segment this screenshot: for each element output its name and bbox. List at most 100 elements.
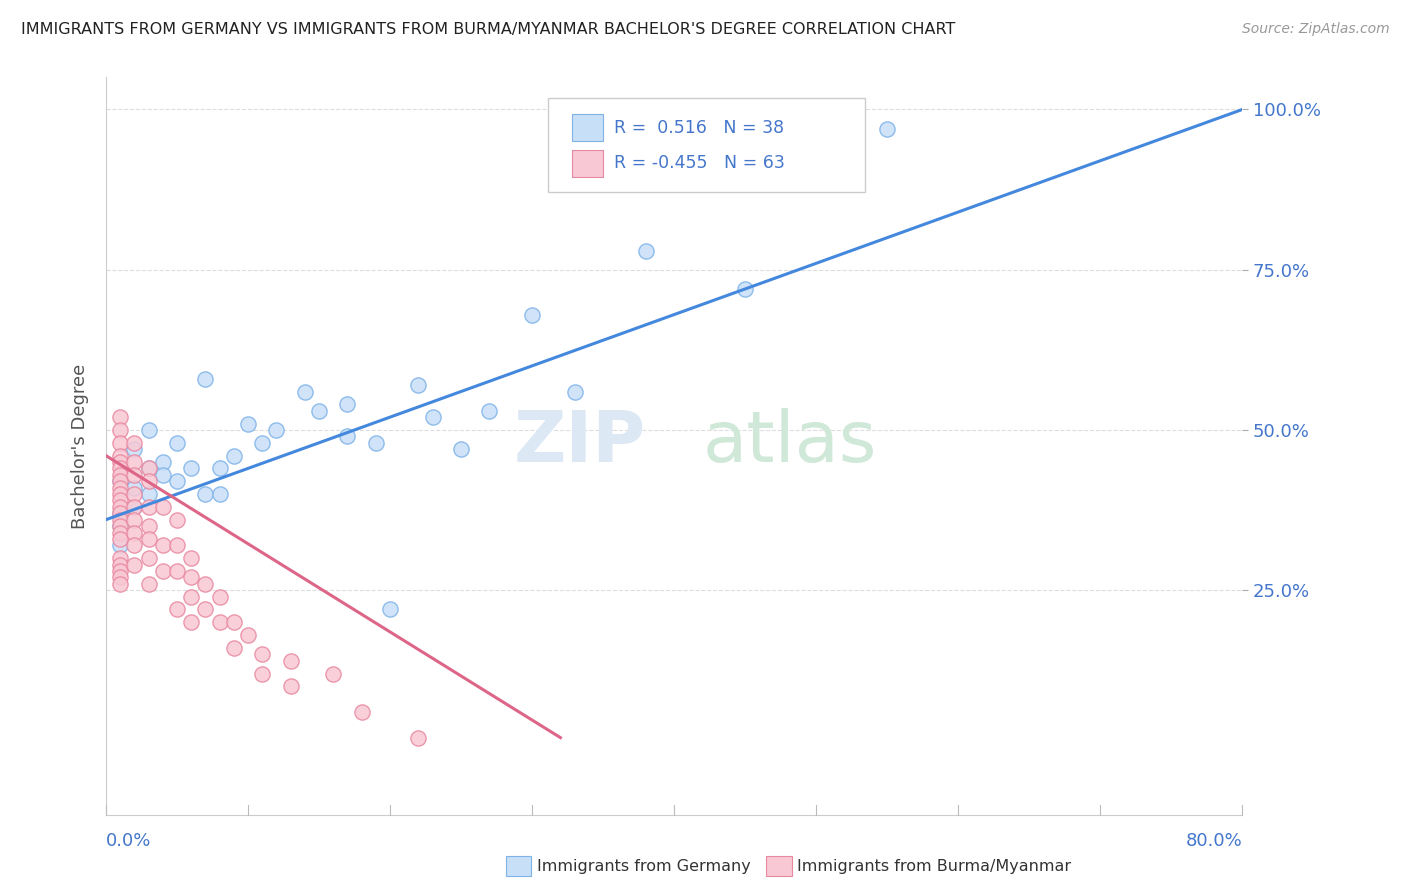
Point — [180, 461, 202, 475]
Point — [350, 705, 373, 719]
Point — [108, 519, 131, 533]
Point — [108, 423, 131, 437]
Point — [108, 475, 131, 489]
Point — [124, 513, 146, 527]
Point — [108, 493, 131, 508]
Point — [108, 558, 131, 572]
Point — [322, 666, 344, 681]
Point — [124, 487, 146, 501]
Point — [108, 570, 131, 584]
Point — [208, 615, 231, 630]
Point — [124, 500, 146, 514]
Point — [208, 590, 231, 604]
Point — [180, 551, 202, 566]
Point — [108, 435, 131, 450]
Point — [364, 435, 387, 450]
Text: 80.0%: 80.0% — [1185, 832, 1243, 850]
Point — [734, 282, 756, 296]
Point — [108, 506, 131, 520]
Point — [250, 648, 273, 662]
Point — [564, 384, 586, 399]
Y-axis label: Bachelor's Degree: Bachelor's Degree — [72, 363, 89, 529]
Text: IMMIGRANTS FROM GERMANY VS IMMIGRANTS FROM BURMA/MYANMAR BACHELOR'S DEGREE CORRE: IMMIGRANTS FROM GERMANY VS IMMIGRANTS FR… — [21, 22, 956, 37]
Point — [138, 461, 160, 475]
Point — [108, 532, 131, 546]
Point — [194, 487, 217, 501]
Point — [266, 423, 288, 437]
Point — [236, 417, 259, 431]
Point — [138, 423, 160, 437]
Point — [138, 532, 160, 546]
Point — [108, 551, 131, 566]
Point — [108, 461, 131, 475]
Point — [336, 397, 359, 411]
Point — [166, 475, 188, 489]
Point — [294, 384, 316, 399]
Point — [124, 467, 146, 482]
Point — [408, 378, 430, 392]
Point — [280, 654, 302, 668]
Point — [108, 449, 131, 463]
Point — [138, 487, 160, 501]
Point — [124, 525, 146, 540]
Point — [208, 461, 231, 475]
Point — [166, 435, 188, 450]
Point — [108, 576, 131, 591]
Point — [478, 403, 501, 417]
Point — [166, 538, 188, 552]
Point — [250, 435, 273, 450]
Point — [166, 513, 188, 527]
Text: 0.0%: 0.0% — [105, 832, 152, 850]
Point — [152, 455, 174, 469]
Point — [152, 467, 174, 482]
Point — [138, 475, 160, 489]
Point — [108, 487, 131, 501]
Point — [250, 666, 273, 681]
Point — [108, 481, 131, 495]
Point — [152, 500, 174, 514]
Point — [124, 558, 146, 572]
Point — [108, 519, 131, 533]
Point — [422, 410, 444, 425]
Point — [152, 538, 174, 552]
Point — [108, 513, 131, 527]
Point — [876, 121, 898, 136]
Point — [108, 525, 131, 540]
Point — [166, 602, 188, 616]
Text: Immigrants from Germany: Immigrants from Germany — [537, 859, 751, 873]
Text: ZIP: ZIP — [513, 409, 645, 477]
Point — [108, 467, 131, 482]
Point — [124, 455, 146, 469]
Point — [180, 615, 202, 630]
Point — [108, 538, 131, 552]
Point — [180, 570, 202, 584]
Point — [124, 500, 146, 514]
Text: R = -0.455   N = 63: R = -0.455 N = 63 — [614, 154, 786, 172]
Text: Source: ZipAtlas.com: Source: ZipAtlas.com — [1241, 22, 1389, 37]
Point — [208, 487, 231, 501]
Point — [520, 308, 543, 322]
Point — [108, 475, 131, 489]
Point — [124, 442, 146, 457]
Point — [138, 500, 160, 514]
Point — [124, 435, 146, 450]
Point — [378, 602, 401, 616]
Point — [138, 461, 160, 475]
Point — [634, 244, 657, 258]
Point — [194, 372, 217, 386]
Point — [152, 564, 174, 578]
Point — [222, 615, 245, 630]
Point — [308, 403, 330, 417]
Text: Immigrants from Burma/Myanmar: Immigrants from Burma/Myanmar — [797, 859, 1071, 873]
Point — [124, 538, 146, 552]
Point — [236, 628, 259, 642]
Point — [194, 576, 217, 591]
Point — [194, 602, 217, 616]
Point — [138, 551, 160, 566]
Point — [166, 564, 188, 578]
Point — [222, 449, 245, 463]
Point — [280, 679, 302, 693]
Point — [138, 576, 160, 591]
Point — [408, 731, 430, 745]
Point — [108, 564, 131, 578]
